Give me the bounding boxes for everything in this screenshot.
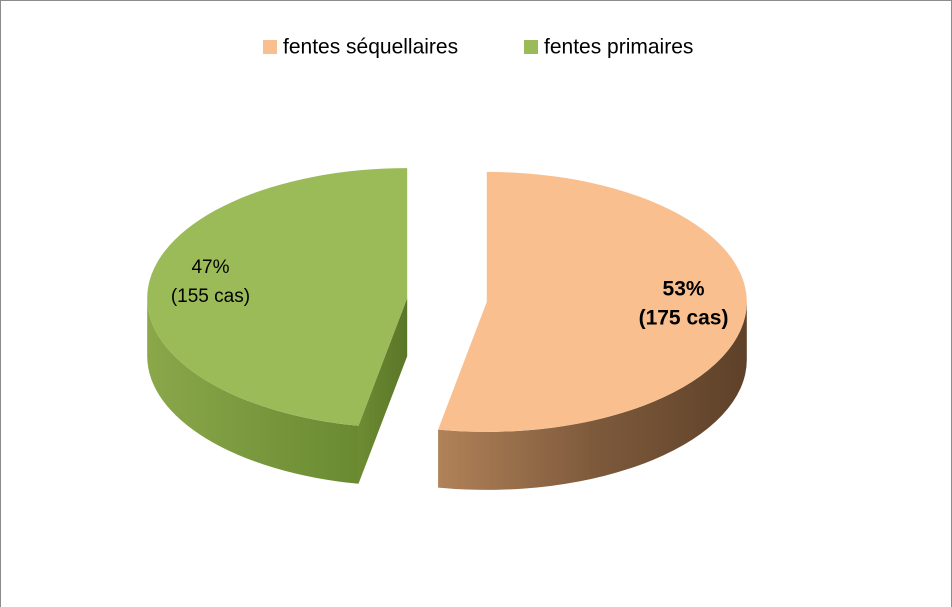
slice-side [438,301,747,490]
slice-side [147,298,359,484]
legend-label: fentes primaires [544,36,693,59]
plot: 53% (175 cas) 47% (155 cas) [147,168,747,490]
legend-swatch [524,40,538,54]
legend: fentes séquellaires fentes primaires [263,36,693,59]
slice-cut [358,298,408,484]
data-label: (155 cas) [171,286,250,307]
data-label: 47% [191,257,229,278]
slice [147,168,408,426]
legend-label: fentes séquellaires [283,36,458,59]
legend-swatch [263,40,277,54]
data-label: 53% [663,278,705,301]
data-label: (175 cas) [639,307,729,330]
slice [438,171,747,432]
